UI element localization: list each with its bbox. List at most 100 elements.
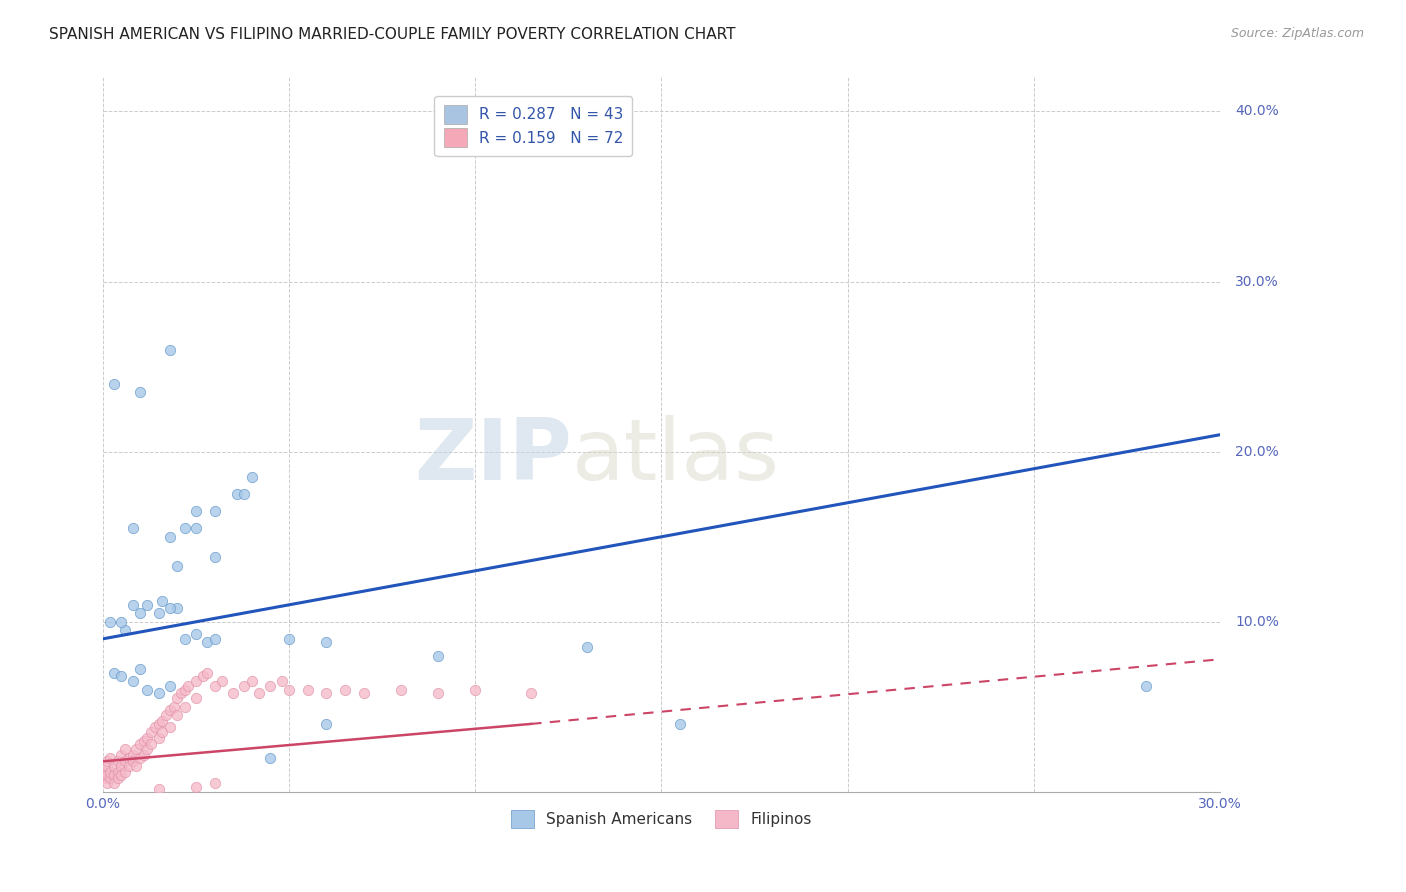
- Point: [247, 686, 270, 700]
- Point: [173, 521, 195, 535]
- Point: [159, 343, 181, 357]
- Point: [91, 772, 114, 786]
- Point: [259, 680, 281, 694]
- Point: [136, 598, 159, 612]
- Point: [575, 640, 598, 655]
- Point: [98, 751, 121, 765]
- Point: [125, 742, 148, 756]
- Point: [204, 680, 226, 694]
- Point: [121, 755, 143, 769]
- Point: [114, 764, 136, 779]
- Point: [159, 601, 181, 615]
- Point: [297, 682, 319, 697]
- Text: SPANISH AMERICAN VS FILIPINO MARRIED-COUPLE FAMILY POVERTY CORRELATION CHART: SPANISH AMERICAN VS FILIPINO MARRIED-COU…: [49, 27, 735, 42]
- Point: [91, 764, 114, 779]
- Point: [166, 558, 188, 573]
- Point: [110, 615, 132, 629]
- Point: [173, 699, 195, 714]
- Point: [136, 731, 159, 745]
- Point: [110, 669, 132, 683]
- Text: Source: ZipAtlas.com: Source: ZipAtlas.com: [1230, 27, 1364, 40]
- Point: [159, 530, 181, 544]
- Point: [278, 632, 301, 646]
- Point: [132, 747, 155, 762]
- Point: [166, 601, 188, 615]
- Point: [259, 751, 281, 765]
- Point: [204, 504, 226, 518]
- Point: [204, 550, 226, 565]
- Point: [103, 759, 125, 773]
- Point: [129, 737, 152, 751]
- Point: [98, 615, 121, 629]
- Point: [110, 747, 132, 762]
- Point: [233, 487, 256, 501]
- Point: [159, 720, 181, 734]
- Point: [103, 768, 125, 782]
- Point: [103, 776, 125, 790]
- Text: ZIP: ZIP: [415, 415, 572, 498]
- Point: [129, 663, 152, 677]
- Point: [389, 682, 412, 697]
- Point: [143, 720, 166, 734]
- Point: [240, 674, 263, 689]
- Point: [98, 772, 121, 786]
- Point: [148, 781, 170, 796]
- Point: [132, 734, 155, 748]
- Point: [141, 725, 163, 739]
- Point: [427, 648, 450, 663]
- Point: [184, 691, 207, 706]
- Point: [136, 682, 159, 697]
- Point: [1135, 680, 1157, 694]
- Point: [159, 703, 181, 717]
- Point: [225, 487, 247, 501]
- Point: [155, 708, 177, 723]
- Point: [96, 768, 118, 782]
- Point: [121, 747, 143, 762]
- Point: [150, 594, 173, 608]
- Point: [166, 691, 188, 706]
- Point: [118, 759, 141, 773]
- Point: [107, 764, 129, 779]
- Point: [110, 768, 132, 782]
- Point: [170, 686, 193, 700]
- Point: [195, 665, 218, 680]
- Point: [103, 665, 125, 680]
- Point: [125, 759, 148, 773]
- Point: [193, 669, 215, 683]
- Point: [141, 737, 163, 751]
- Text: 20.0%: 20.0%: [1234, 445, 1279, 458]
- Point: [333, 682, 356, 697]
- Point: [107, 772, 129, 786]
- Point: [520, 686, 543, 700]
- Point: [427, 686, 450, 700]
- Point: [121, 674, 143, 689]
- Point: [233, 680, 256, 694]
- Point: [148, 607, 170, 621]
- Point: [204, 632, 226, 646]
- Text: 10.0%: 10.0%: [1234, 615, 1279, 629]
- Point: [184, 780, 207, 794]
- Point: [166, 708, 188, 723]
- Point: [96, 759, 118, 773]
- Point: [173, 632, 195, 646]
- Point: [353, 686, 375, 700]
- Point: [240, 470, 263, 484]
- Point: [204, 776, 226, 790]
- Point: [114, 624, 136, 638]
- Text: 40.0%: 40.0%: [1234, 104, 1279, 119]
- Point: [315, 635, 337, 649]
- Point: [148, 717, 170, 731]
- Point: [211, 674, 233, 689]
- Point: [148, 731, 170, 745]
- Point: [96, 776, 118, 790]
- Point: [118, 751, 141, 765]
- Point: [464, 682, 486, 697]
- Point: [315, 717, 337, 731]
- Point: [184, 674, 207, 689]
- Point: [129, 607, 152, 621]
- Point: [98, 764, 121, 779]
- Point: [110, 759, 132, 773]
- Point: [96, 755, 118, 769]
- Point: [669, 717, 692, 731]
- Text: atlas: atlas: [572, 415, 780, 498]
